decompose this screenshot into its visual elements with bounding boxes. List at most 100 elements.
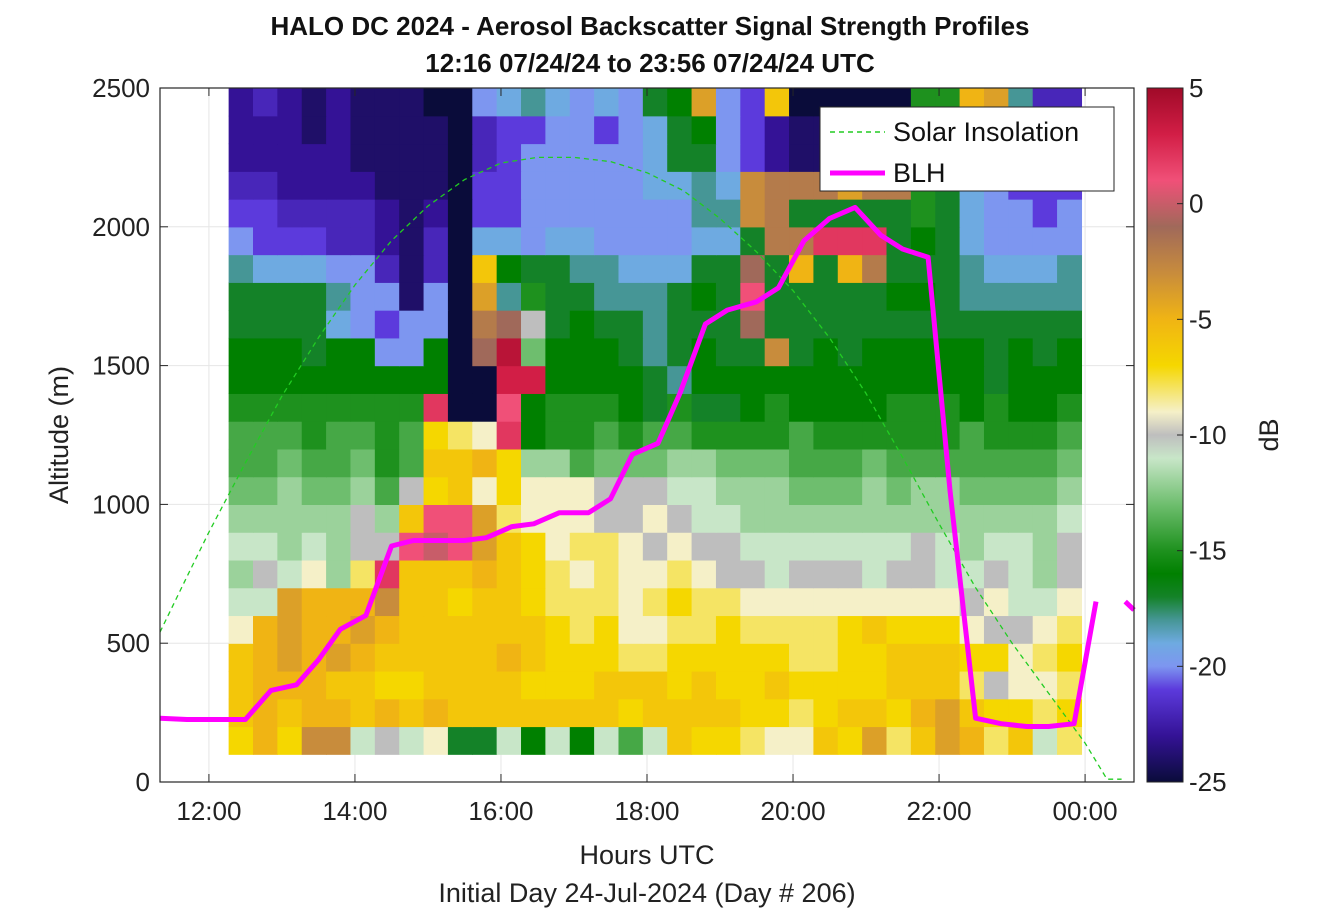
heatmap-cell [277, 337, 303, 367]
heatmap-cell [594, 532, 620, 561]
heatmap-cell [886, 254, 912, 283]
heatmap-cell [691, 448, 717, 478]
heatmap-cell [326, 88, 352, 117]
heatmap-cell [886, 559, 912, 589]
heatmap-cell [886, 421, 912, 450]
heatmap-cell [423, 226, 449, 256]
heatmap-cell [374, 143, 400, 172]
heatmap-cell [326, 310, 352, 339]
heatmap-cell [813, 365, 839, 394]
heatmap-cell [642, 143, 668, 172]
heatmap-cell [691, 393, 717, 422]
heatmap-cell [764, 504, 790, 533]
heatmap-cell [667, 88, 693, 117]
heatmap-cell [326, 643, 352, 672]
heatmap-cell [1008, 615, 1034, 644]
heatmap-cell [228, 115, 254, 145]
heatmap-cell [423, 476, 449, 505]
blh-line-segment [1123, 599, 1136, 612]
heatmap-cells [228, 88, 1083, 755]
heatmap-cell [1008, 448, 1034, 478]
heatmap-cell [667, 199, 693, 228]
heatmap-cell [1032, 310, 1058, 339]
heatmap-cell [740, 504, 766, 533]
heatmap-cell [496, 88, 522, 117]
heatmap-cell [472, 504, 498, 533]
heatmap-cell [813, 393, 839, 422]
heatmap-cell [691, 421, 717, 450]
heatmap-cell [228, 88, 254, 117]
heatmap-cell [886, 698, 912, 728]
heatmap-cell [277, 310, 303, 339]
heatmap-cell [862, 587, 888, 617]
heatmap-cell [277, 448, 303, 478]
heatmap-cell [910, 337, 936, 367]
heatmap-cell [399, 504, 425, 533]
heatmap-cell [764, 448, 790, 478]
y-axis-label: Altitude (m) [44, 366, 74, 504]
heatmap-cell [326, 448, 352, 478]
heatmap-cell [813, 726, 839, 755]
heatmap-cell [399, 587, 425, 617]
heatmap-cell [691, 171, 717, 200]
heatmap-cell [423, 310, 449, 339]
heatmap-cell [447, 282, 473, 311]
heatmap-cell [277, 532, 303, 561]
heatmap-cell [423, 199, 449, 228]
heatmap-cell [862, 559, 888, 589]
heatmap-cell [350, 171, 376, 200]
heatmap-cell [423, 643, 449, 672]
heatmap-cell [691, 254, 717, 283]
heatmap-cell [1032, 698, 1058, 728]
heatmap-cell [983, 476, 1009, 505]
heatmap-cell [472, 365, 498, 394]
heatmap-cell [618, 504, 644, 533]
heatmap-cell [935, 226, 961, 256]
heatmap-cell [350, 559, 376, 589]
heatmap-cell [472, 698, 498, 728]
heatmap-cell [569, 171, 595, 200]
heatmap-cell [521, 698, 546, 728]
heatmap-cell [301, 337, 327, 367]
heatmap-cell [228, 365, 254, 394]
heatmap-cell [789, 337, 815, 367]
heatmap-cell [740, 643, 766, 672]
heatmap-cell [667, 726, 693, 755]
heatmap-cell [496, 226, 522, 256]
heatmap-cell [496, 615, 522, 644]
heatmap-cell [618, 226, 644, 256]
heatmap-cell [983, 532, 1009, 561]
heatmap-cell [545, 393, 571, 422]
heatmap-cell [886, 337, 912, 367]
legend-solar-label: Solar Insolation [893, 117, 1079, 147]
colorbar-tick-label: -15 [1189, 536, 1227, 566]
heatmap-cell [1008, 643, 1034, 672]
heatmap-cell [959, 282, 985, 311]
heatmap-cell [667, 282, 693, 311]
heatmap-cell [789, 448, 815, 478]
heatmap-cell [764, 115, 790, 145]
heatmap-cell [594, 143, 620, 172]
heatmap-cell [594, 115, 620, 145]
heatmap-cell [691, 643, 717, 672]
heatmap-cell [764, 559, 790, 589]
heatmap-cell [447, 254, 473, 283]
heatmap-cell [667, 448, 693, 478]
heatmap-cell [740, 337, 766, 367]
heatmap-cell [910, 532, 936, 561]
heatmap-cell [910, 559, 936, 589]
heatmap-cell [423, 615, 449, 644]
heatmap-cell [399, 559, 425, 589]
heatmap-cell [1008, 421, 1034, 450]
heatmap-cell [447, 643, 473, 672]
heatmap-cell [1032, 587, 1058, 617]
heatmap-cell [228, 615, 254, 644]
heatmap-cell [521, 365, 546, 394]
heatmap-cell [764, 199, 790, 228]
heatmap-cell [399, 421, 425, 450]
heatmap-cell [301, 143, 327, 172]
heatmap-cell [862, 310, 888, 339]
y-tick-label: 2000 [92, 212, 150, 242]
heatmap-cell [253, 532, 278, 561]
heatmap-cell [350, 282, 376, 311]
